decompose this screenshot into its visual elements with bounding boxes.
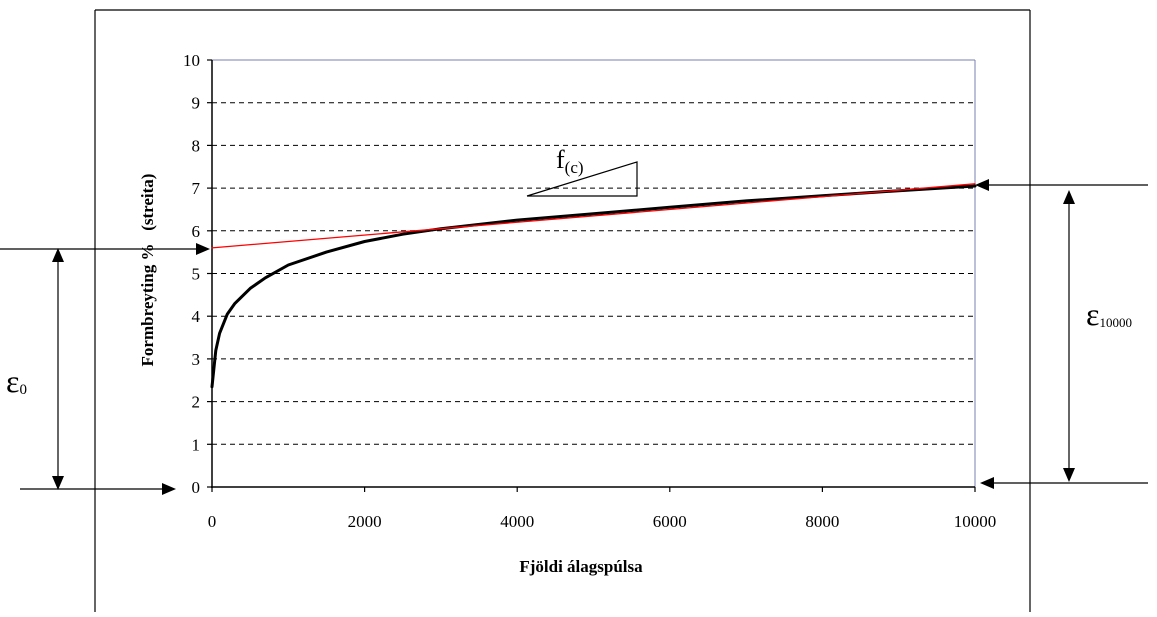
slope-label-sub: (c) (565, 158, 584, 177)
series (210, 183, 977, 389)
x-tick-label-10000: 10000 (954, 512, 997, 531)
eps10000-label: ε10000 (1086, 296, 1132, 332)
x-tick-label-4000: 4000 (500, 512, 534, 531)
y-tick-label-3: 3 (192, 350, 201, 369)
y-tick-label-10: 10 (183, 51, 200, 70)
x-axis-title: Fjöldi álagspúlsa (519, 557, 643, 576)
x-tick-label-6000: 6000 (653, 512, 687, 531)
y-axis-title: Formbreyting % (streita) (138, 174, 157, 367)
eps0-label-main: ε (6, 363, 19, 399)
strain-curve (210, 184, 977, 389)
eps0-label-sub: 0 (19, 382, 27, 398)
y-tick-label-2: 2 (192, 393, 201, 412)
gridlines (212, 102, 975, 445)
x-tick-label-8000: 8000 (805, 512, 839, 531)
y-tick-labels: 0 1 2 3 4 5 6 7 8 9 10 (183, 51, 201, 497)
outer-frame (94, 9, 1031, 612)
eps0-annotation: ε0 (0, 243, 210, 495)
eps10000-label-main: ε (1086, 296, 1099, 332)
axes (207, 59, 976, 492)
eps0-label: ε0 (6, 363, 27, 399)
slope-triangle: f(c) (526, 145, 638, 197)
y-tick-label-7: 7 (192, 179, 201, 198)
eps10000-label-sub: 10000 (1099, 315, 1132, 330)
y-tick-label-8: 8 (192, 136, 201, 155)
y-tick-label-5: 5 (192, 265, 201, 284)
y-tick-label-6: 6 (192, 222, 201, 241)
slope-label-main: f (556, 145, 565, 174)
x-tick-label-2000: 2000 (348, 512, 382, 531)
y-tick-label-1: 1 (192, 435, 201, 454)
y-tick-label-9: 9 (192, 94, 201, 113)
x-tick-labels: 0 2000 4000 6000 8000 10000 (208, 512, 997, 531)
fit-line (211, 183, 976, 249)
y-tick-label-0: 0 (192, 478, 201, 497)
slope-label: f(c) (556, 145, 584, 177)
eps10000-annotation: ε10000 (975, 179, 1148, 489)
y-tick-label-4: 4 (192, 307, 201, 326)
x-tick-label-0: 0 (208, 512, 217, 531)
